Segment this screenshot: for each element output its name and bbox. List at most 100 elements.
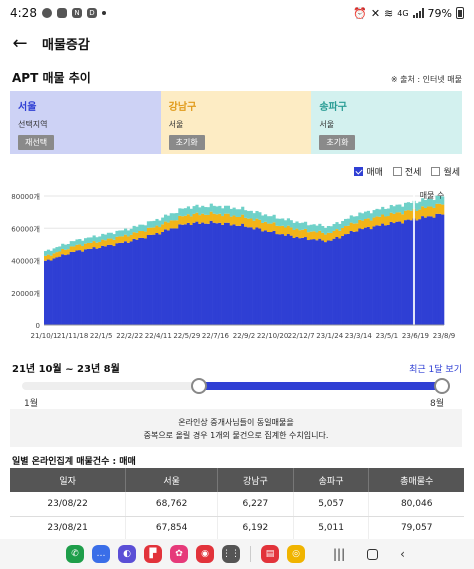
bar-gangnam (326, 232, 331, 241)
checkbox-icon[interactable] (431, 167, 441, 176)
apps-grid-icon[interactable]: ⋮⋮ (222, 545, 240, 563)
y-tick-label: 80000개 (11, 192, 40, 201)
chart-annotation: 매물 수 (420, 191, 445, 200)
bar-songpa (189, 208, 193, 217)
network-type: 4G (397, 8, 409, 18)
bar-gangnam (164, 221, 168, 230)
back-button[interactable]: ← (2, 26, 38, 60)
y-tick-label: 20000개 (11, 289, 40, 298)
reselect-button[interactable]: 재선택 (18, 135, 55, 150)
bar-seoul (335, 236, 339, 325)
bar-seoul (266, 232, 271, 325)
bar-seoul (189, 225, 193, 325)
phone-app-icon[interactable]: ✆ (66, 545, 84, 563)
blossom-app-icon[interactable]: ✿ (170, 545, 188, 563)
region-panel-seoul[interactable]: 서울 선택지역 재선택 (10, 91, 161, 154)
legend-item-monthly[interactable]: 월세 (431, 165, 460, 178)
bar-gangnam (81, 246, 85, 252)
bar-gangnam (429, 206, 433, 217)
bar-gangnam (269, 223, 273, 233)
bar-songpa (404, 202, 408, 211)
bar-songpa (335, 222, 339, 230)
bar-songpa (66, 244, 71, 250)
bar-seoul (118, 242, 122, 325)
bar-seoul (415, 220, 419, 325)
bar-gangnam (66, 249, 71, 255)
bar-songpa (118, 230, 122, 237)
source-note: ※ 출처 : 인터넷 매물 (390, 75, 462, 84)
bar-seoul (252, 229, 256, 325)
date-range-slider[interactable] (22, 377, 450, 395)
bar-songpa (175, 213, 179, 221)
region-panel-songpa[interactable]: 송파구 서울 초기화 (311, 91, 463, 154)
bar-seoul (421, 216, 425, 325)
mail-notification-icon (56, 8, 67, 18)
bar-seoul (372, 226, 376, 325)
bar-seoul (261, 231, 265, 325)
bar-songpa (441, 196, 445, 205)
bar-songpa (141, 224, 145, 232)
legend-item-jeonse[interactable]: 전세 (392, 165, 421, 178)
bar-seoul (146, 235, 151, 325)
chrome-app-icon[interactable]: ◎ (287, 545, 305, 563)
reset-button[interactable]: 초기화 (319, 135, 356, 150)
bar-gangnam (284, 227, 288, 236)
checkbox-icon[interactable] (354, 167, 364, 176)
bar-gangnam (418, 209, 422, 220)
bar-songpa (218, 205, 222, 214)
bar-songpa (381, 206, 385, 215)
bar-gangnam (264, 221, 268, 231)
back-nav-icon[interactable]: ‹ (400, 547, 405, 561)
bar-gangnam (421, 206, 425, 217)
bar-seoul (329, 240, 333, 325)
bar-seoul (364, 227, 368, 325)
recents-icon[interactable]: ||| (333, 547, 346, 561)
bar-songpa (72, 241, 76, 247)
bar-seoul (195, 221, 199, 325)
messages-app-icon[interactable]: … (92, 545, 110, 563)
cell-date: 23/08/22 (10, 492, 127, 517)
bar-songpa (192, 206, 196, 214)
x-tick-label: 22/7/16 (202, 332, 230, 340)
bar-seoul (309, 239, 313, 325)
checkbox-icon[interactable] (392, 167, 402, 176)
bar-songpa (329, 226, 333, 234)
bar-gangnam (346, 225, 351, 234)
bar-seoul (352, 231, 356, 325)
bar-songpa (409, 202, 413, 211)
bar-gangnam (118, 236, 122, 243)
bar-seoul (212, 222, 216, 325)
recent-month-link[interactable]: 최근 1달 보기 (409, 365, 462, 375)
book-app-icon[interactable]: ▤ (261, 545, 279, 563)
bar-gangnam (409, 210, 413, 221)
bar-songpa (321, 226, 325, 233)
bar-songpa (249, 210, 253, 219)
bar-songpa (301, 222, 305, 230)
home-icon[interactable] (367, 548, 379, 560)
bar-gangnam (189, 216, 193, 226)
bar-gangnam (215, 214, 219, 224)
bar-gangnam (229, 216, 233, 226)
cell-gangnam: 6,192 (217, 516, 294, 541)
internet-app-icon[interactable]: ◐ (118, 545, 136, 563)
bar-seoul (441, 214, 445, 325)
navigation-bar: ✆ … ◐ ▛ ✿ ◉ ⋮⋮ ▤ ◎ ||| ‹ (0, 539, 474, 569)
bar-songpa (401, 206, 405, 215)
bar-seoul (432, 217, 436, 325)
bar-seoul (215, 223, 219, 325)
reset-button[interactable]: 초기화 (168, 135, 205, 150)
bar-seoul (355, 231, 359, 325)
slider-start-handle[interactable] (190, 378, 207, 394)
camera-app-icon[interactable]: ◉ (196, 545, 214, 563)
legend-item-sale[interactable]: 매매 (354, 165, 383, 178)
region-panel-gangnam[interactable]: 강남구 서울 초기화 (160, 91, 312, 154)
arrow-left-icon: ← (12, 32, 28, 54)
bar-songpa (235, 209, 239, 217)
flipboard-app-icon[interactable]: ▛ (144, 545, 162, 563)
bar-gangnam (306, 232, 311, 241)
bar-gangnam (286, 225, 291, 235)
table-row: 23/08/21 67,854 6,192 5,011 79,057 (10, 516, 464, 541)
bar-songpa (84, 238, 88, 244)
slider-end-handle[interactable] (434, 378, 450, 394)
bar-songpa (55, 247, 59, 253)
